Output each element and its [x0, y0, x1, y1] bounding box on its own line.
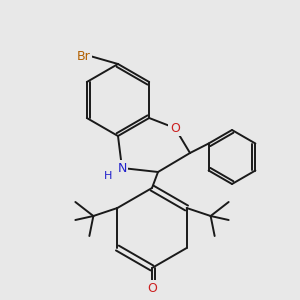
- Text: O: O: [170, 122, 180, 134]
- Text: H: H: [104, 171, 112, 181]
- Text: O: O: [147, 281, 157, 295]
- Text: N: N: [117, 161, 127, 175]
- Text: Br: Br: [76, 50, 90, 62]
